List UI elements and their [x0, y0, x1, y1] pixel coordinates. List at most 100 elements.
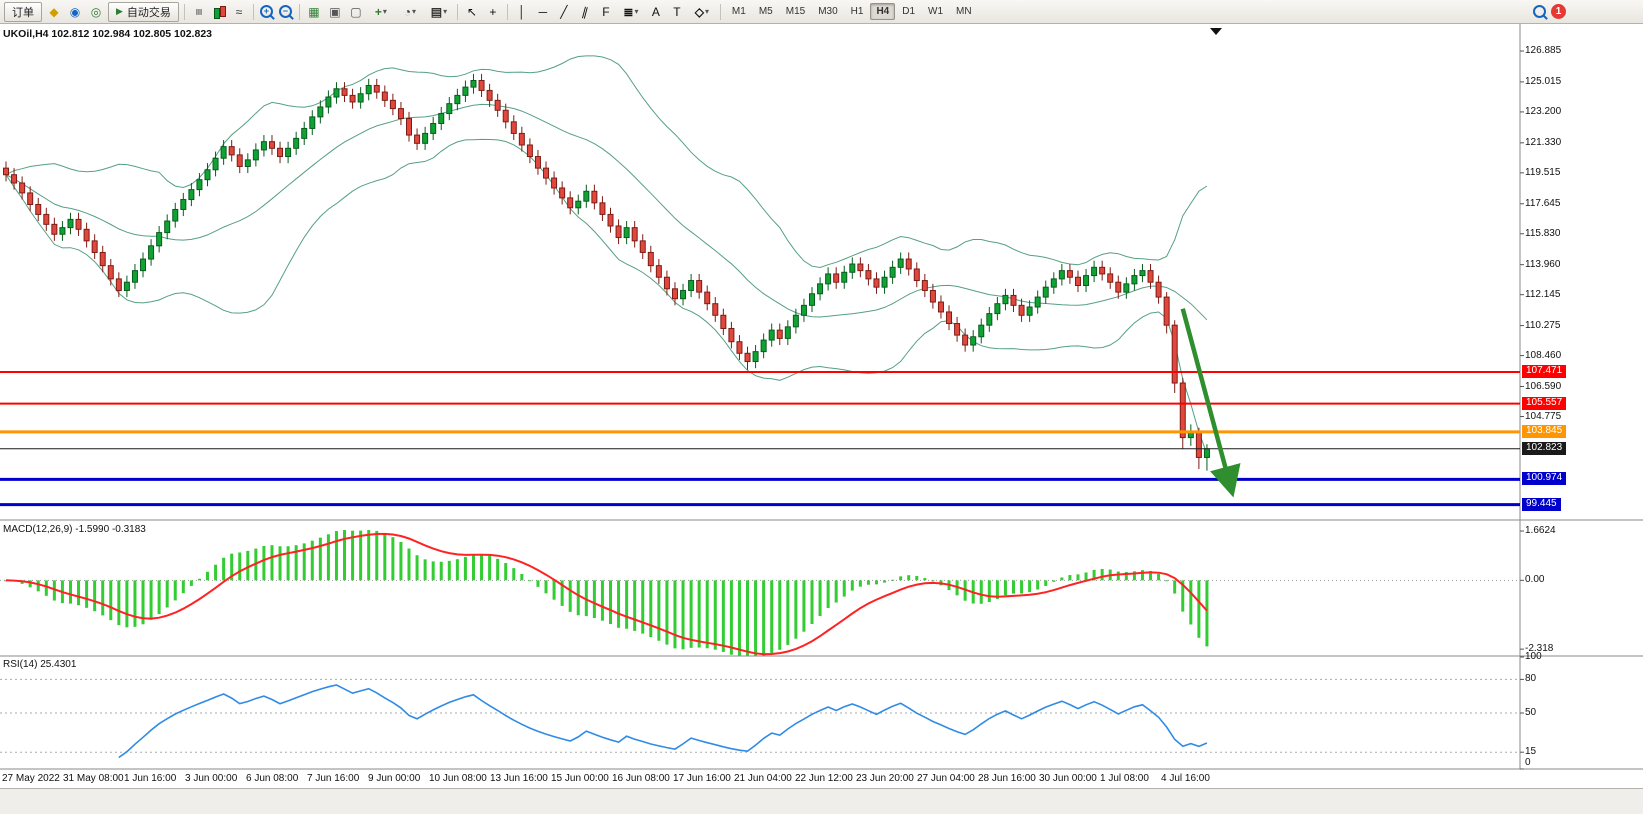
tf-button-MN[interactable]: MN: [956, 6, 972, 17]
panel-frame: [0, 24, 1643, 770]
tf-button-M1[interactable]: M1: [731, 6, 746, 17]
hline-price-label[interactable]: 100.974: [1522, 472, 1567, 486]
time-axis-label: 1 Jun 16:00: [124, 773, 177, 784]
arrange-windows-icon[interactable]: ▢: [350, 4, 362, 19]
templates-button-icon: ▤: [430, 4, 443, 19]
candlestick-chart-icon[interactable]: [211, 4, 227, 20]
templates-button[interactable]: ▤ ▾: [426, 3, 452, 21]
time-axis-label: 17 Jun 16:00: [673, 773, 731, 784]
charts-icon[interactable]: ◆: [49, 4, 59, 19]
hline-price-label[interactable]: 102.823: [1522, 441, 1567, 455]
time-axis-label: 13 Jun 16:00: [490, 773, 548, 784]
tf-button-M5[interactable]: M5: [758, 6, 773, 17]
time-axis-label: 22 Jun 12:00: [795, 773, 853, 784]
time-axis-label: 7 Jun 16:00: [307, 773, 360, 784]
toolbar-separator: [252, 3, 254, 20]
price-tick-label: 110.275: [1525, 319, 1561, 331]
time-axis-label: 3 Jun 00:00: [185, 773, 238, 784]
time-axis-label: 28 Jun 16:00: [978, 773, 1036, 784]
time-axis-label: 21 Jun 04:00: [734, 773, 792, 784]
chart-window[interactable]: UKOil,H4 102.812 102.984 102.805 102.823…: [0, 24, 1643, 814]
trendline-icon[interactable]: ╱: [560, 4, 568, 19]
macd-tick-label: -2.318: [1525, 643, 1554, 655]
tf-button-H1[interactable]: H1: [850, 6, 864, 17]
horizontal-line-icon[interactable]: ─: [538, 4, 548, 19]
lines-menu-button-icon: ≣: [623, 4, 634, 19]
periods-button[interactable]: ◔ ▾: [397, 3, 423, 21]
search-icon[interactable]: [1532, 4, 1548, 20]
price-tick-label: 121.330: [1525, 136, 1562, 148]
magnifier-handle: [288, 13, 294, 20]
toolbar-separator: [298, 3, 300, 20]
time-axis-label: 23 Jun 20:00: [856, 773, 914, 784]
macd-histogram: [4, 529, 1209, 656]
toolbar: 订单 ◆ ◉ ◎ ▶ 自动交易 ≡ ≈ + − ▦ ▣ ▢ + ▾ ◔ ▾ ▤ ▾ ↖ + │ ─ ╱ ∥ F ≣ ▾ A T ◇ ▾ M1 M5…: [0, 0, 1643, 24]
chevron-down-icon: ▾: [412, 6, 417, 16]
time-axis-label: 15 Jun 00:00: [551, 773, 609, 784]
equidistant-channel-icon[interactable]: ∥: [580, 3, 590, 20]
trend-arrow: [1180, 308, 1241, 498]
new-order-button[interactable]: 订单: [4, 1, 42, 22]
symbol-quote-line: UKOil,H4 102.812 102.984 102.805 102.823: [3, 28, 212, 40]
new-order-button-label: 订单: [12, 6, 34, 19]
text-label-icon[interactable]: T: [673, 4, 681, 19]
bollinger-bands: [5, 55, 1208, 454]
vertical-line-icon[interactable]: │: [518, 4, 526, 19]
up-candle-glyph: [213, 7, 220, 19]
new-chart-button[interactable]: + ▾: [368, 3, 394, 21]
hline-price-label[interactable]: 105.557: [1522, 396, 1567, 410]
notification-badge[interactable]: 1: [1551, 4, 1566, 19]
price-tick-label: 117.645: [1525, 197, 1561, 209]
magnifier-handle: [269, 13, 275, 20]
hline-price-label[interactable]: 103.845: [1522, 424, 1567, 438]
horizontal-lines-group: [0, 370, 1520, 507]
cascade-windows-icon[interactable]: ▣: [329, 4, 341, 19]
rsi-tick-label: 80: [1525, 673, 1537, 685]
crosshair-icon[interactable]: +: [489, 4, 497, 19]
line-chart-icon[interactable]: ≈: [235, 4, 243, 19]
macd-tick-label: 1.6624: [1525, 525, 1556, 537]
macd-indicator-label: MACD(12,26,9) -1.5990 -0.3183: [3, 524, 146, 535]
profile-icon[interactable]: ◉: [69, 4, 81, 19]
tf-button-M15[interactable]: M15: [785, 6, 806, 17]
autotrading-button[interactable]: ▶ 自动交易: [108, 1, 179, 22]
time-axis-label: 9 Jun 00:00: [368, 773, 421, 784]
alerts-icon[interactable]: ◎: [90, 4, 102, 19]
axis-ticks: [1520, 50, 1524, 770]
periods-button-icon: ◔: [403, 4, 412, 19]
tf-button-W1[interactable]: W1: [928, 6, 944, 17]
price-tick-label: 126.885: [1525, 44, 1562, 56]
hline-price-label[interactable]: 107.471: [1522, 364, 1567, 378]
fibonacci-icon[interactable]: F: [602, 4, 610, 19]
new-chart-button-icon: +: [374, 4, 382, 19]
chart-canvas[interactable]: [0, 24, 1643, 788]
zoom-in-icon[interactable]: +: [259, 4, 275, 20]
rsi-tick-label: 15: [1525, 746, 1537, 758]
price-tick-label: 113.960: [1525, 258, 1561, 270]
hline-price-label[interactable]: 99.445: [1522, 497, 1561, 511]
magnifier-lens: −: [278, 4, 292, 18]
time-axis-label: 27 Jun 04:00: [917, 773, 975, 784]
macd-tick-label: 0.00: [1525, 574, 1545, 586]
lines-menu-button[interactable]: ≣ ▾: [618, 3, 644, 21]
bollinger-upper-line: [5, 55, 1208, 269]
tf-button-M30[interactable]: M30: [818, 6, 838, 17]
shapes-menu-button[interactable]: ◇ ▾: [689, 3, 715, 21]
text-icon[interactable]: A: [651, 4, 660, 19]
tile-windows-icon[interactable]: ▦: [308, 4, 320, 19]
zoom-out-icon[interactable]: −: [278, 4, 294, 20]
magnifier-lens: +: [259, 4, 273, 18]
down-candle-glyph: [219, 5, 226, 17]
time-axis-label: 1 Jul 08:00: [1100, 773, 1149, 784]
rsi-tick-label: 0: [1525, 757, 1531, 768]
tf-button-D1[interactable]: D1: [902, 6, 916, 17]
chart-shift-marker: [1210, 28, 1222, 35]
time-axis-label: 31 May 08:00: [63, 773, 124, 784]
cursor-icon[interactable]: ↖: [466, 4, 477, 19]
autotrading-button-play-icon: ▶: [116, 6, 123, 16]
bar-chart-icon[interactable]: ≡: [191, 7, 206, 15]
autotrading-button-label: 自动交易: [126, 6, 171, 19]
chevron-down-icon: ▾: [382, 6, 387, 16]
tf-button-H4[interactable]: H4: [870, 3, 896, 20]
